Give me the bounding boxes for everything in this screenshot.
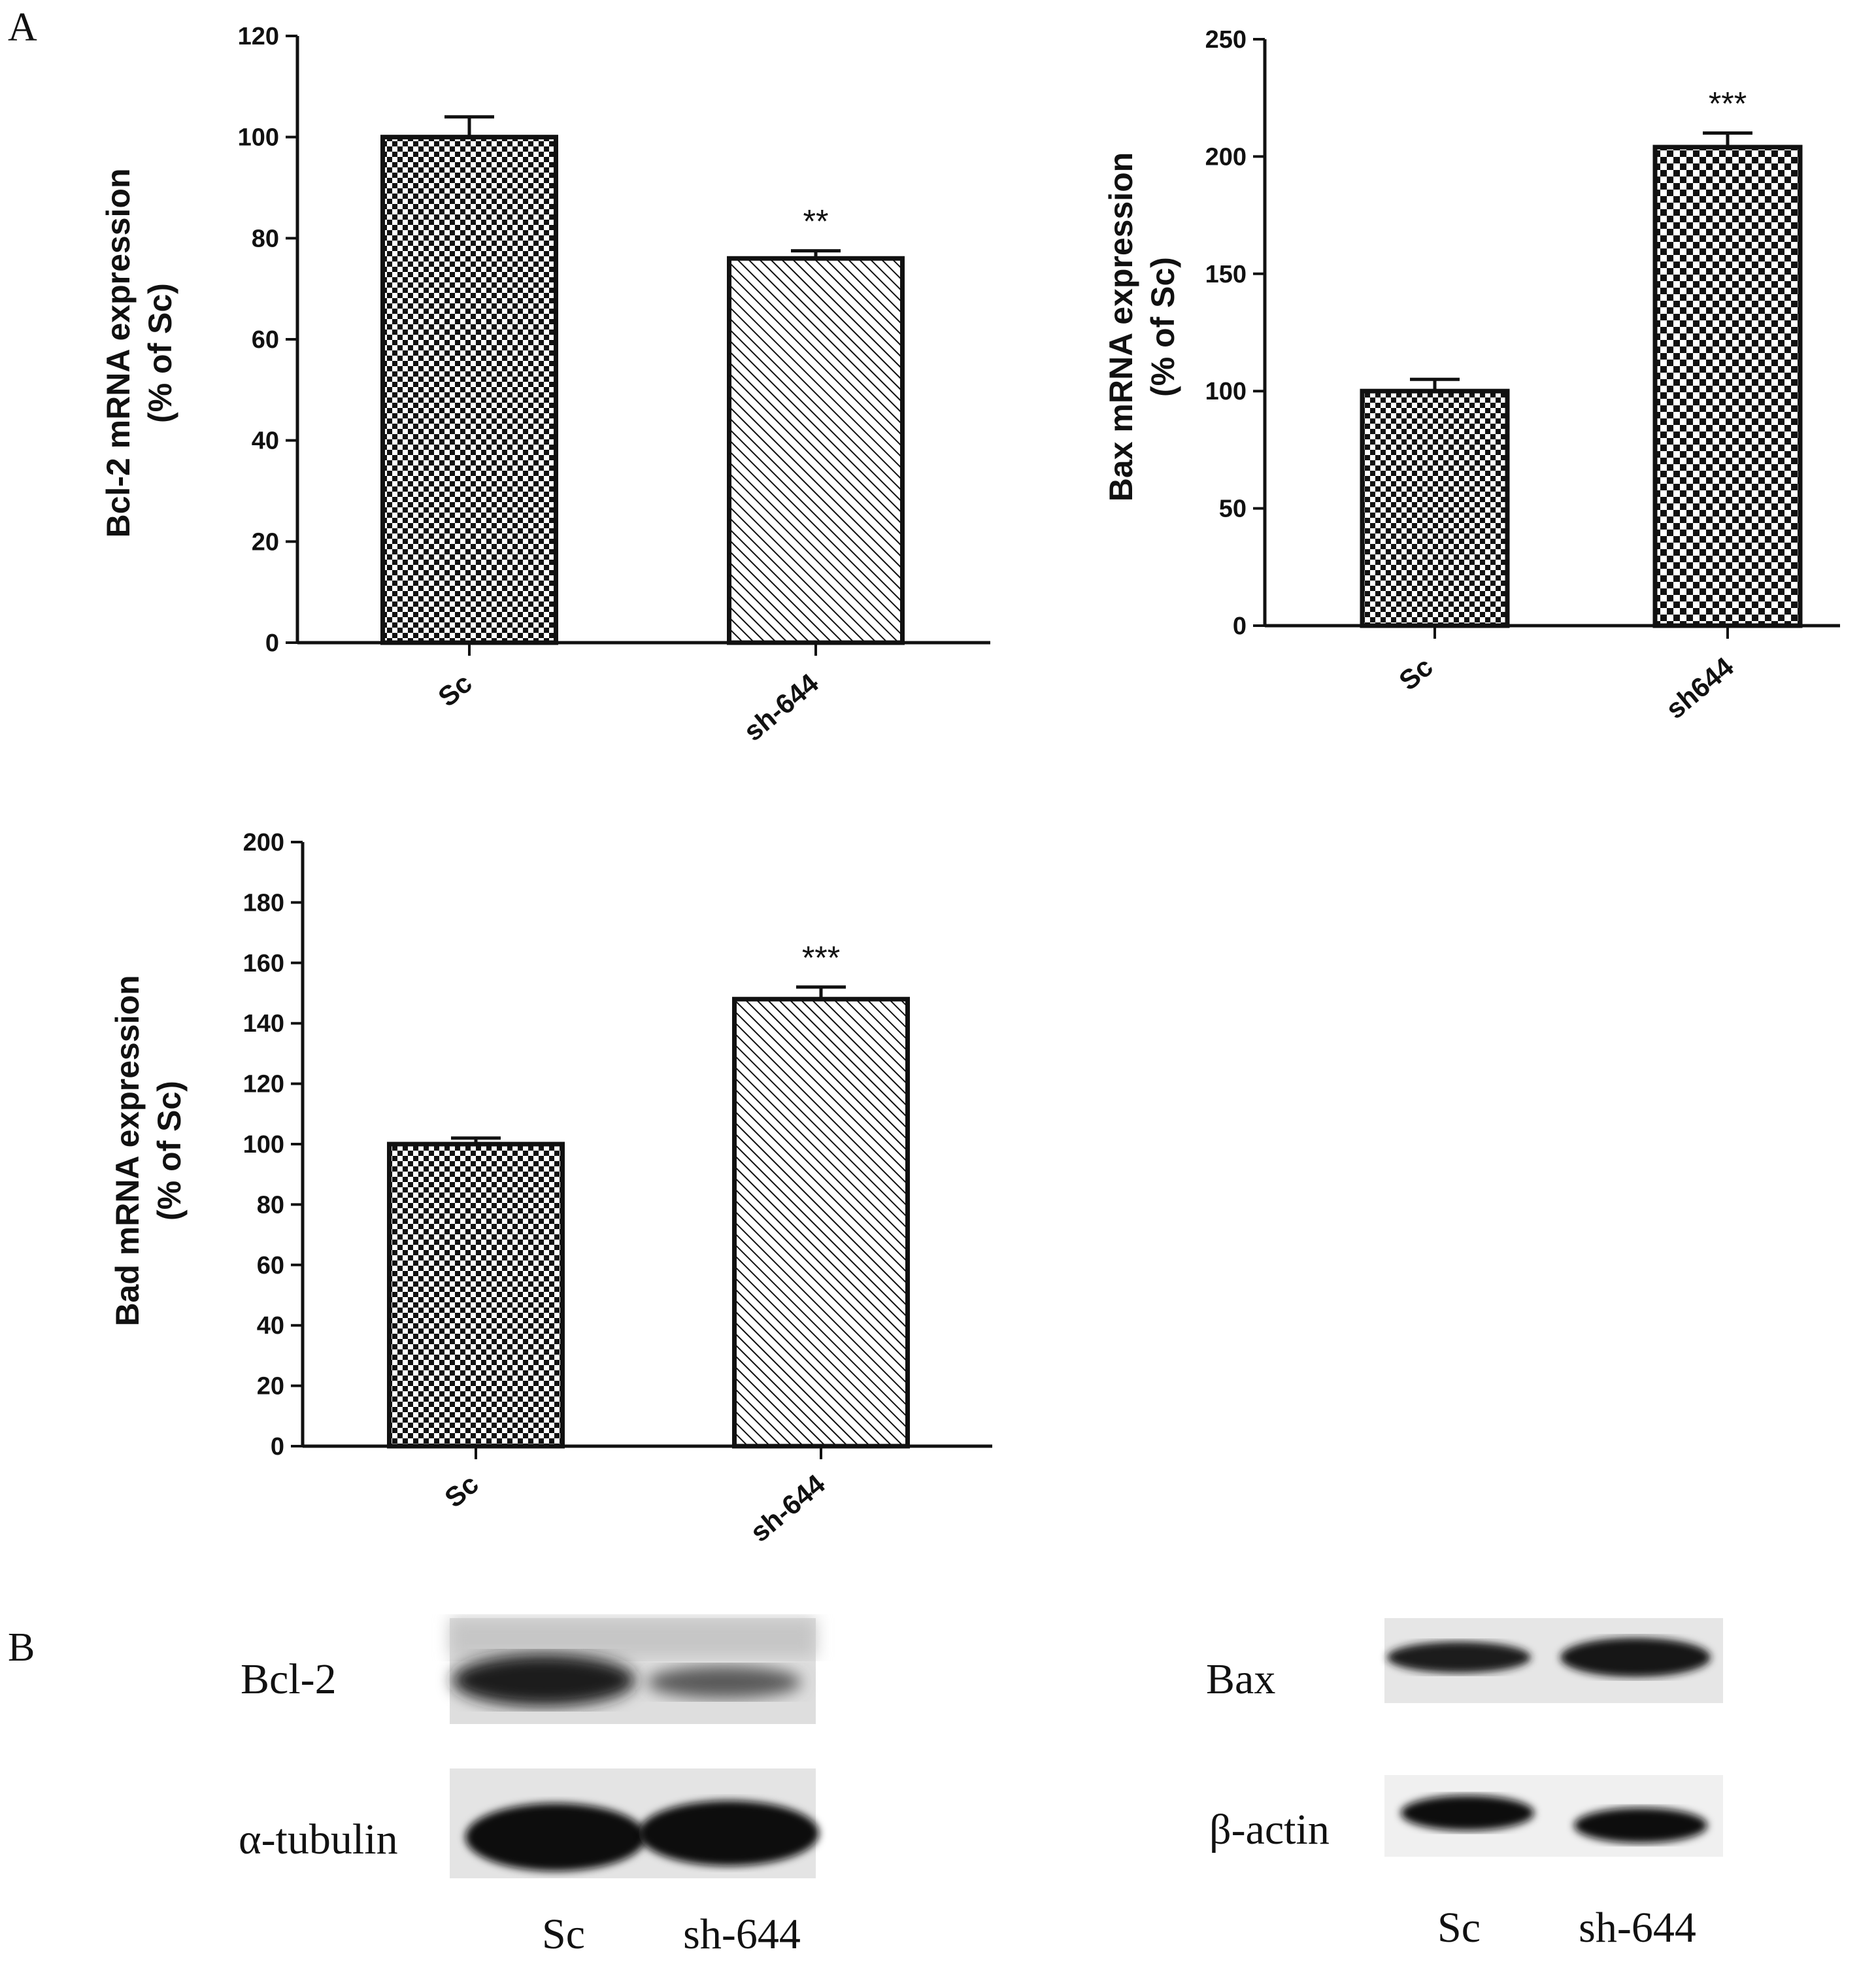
y-label-line-1: Bad mRNA expression <box>109 975 146 1326</box>
bars: ** <box>380 115 905 656</box>
blot-label-bcl2: Bcl-2 <box>241 1655 337 1703</box>
bar-sc <box>1360 388 1510 628</box>
y-tick-label: 180 <box>243 889 284 917</box>
significance-marker: *** <box>802 939 840 976</box>
blot-right: Bax β-actin Sc sh-644 <box>1206 1618 1723 1952</box>
category-label-sc: Sc <box>1393 651 1439 696</box>
y-tick-label: 0 <box>1233 613 1247 640</box>
y-tick-label: 40 <box>252 428 279 455</box>
y-tick-label: 140 <box>243 1010 284 1038</box>
category-label-sh644: sh-644 <box>738 667 825 747</box>
y-tick-label: 0 <box>271 1433 284 1461</box>
blot-image-beta-actin <box>1384 1775 1723 1857</box>
category-label-sc: Sc <box>432 668 478 713</box>
significance-marker: *** <box>1709 86 1747 122</box>
bar-sc <box>380 135 558 645</box>
y-tick-label: 120 <box>238 23 279 50</box>
y-tick-label: 80 <box>252 225 279 252</box>
y-tick-label: 50 <box>1219 496 1247 523</box>
blot-left: Bcl-2 α-tubulin Sc sh-644 <box>239 1618 819 1958</box>
lane-label-sc: Sc <box>1437 1904 1481 1952</box>
blot-image-bcl2 <box>450 1618 816 1724</box>
y-tick-label: 0 <box>265 630 279 657</box>
chart-bax: Bax mRNA expression (% of Sc) 0 50 100 150 2… <box>1103 26 1840 724</box>
category-label-sh644: sh644 <box>1660 651 1739 724</box>
y-tick-label: 60 <box>257 1252 284 1279</box>
y-ticks: 0 50 100 150 200 250 <box>1205 26 1265 640</box>
y-tick-label: 60 <box>252 326 279 354</box>
y-label-line-2: (% of Sc) <box>1145 257 1181 397</box>
chart-bcl2: Bcl-2 mRNA expression (% of Sc) 0 20 40 60 8… <box>100 23 990 747</box>
y-ticks: 0 20 40 60 80 100 120 <box>238 23 297 657</box>
y-label-line-1: Bcl-2 mRNA expression <box>100 169 137 538</box>
y-tick-label: 20 <box>257 1373 284 1400</box>
lane-label-sh644: sh-644 <box>683 1910 801 1958</box>
bar-sh644 <box>1652 144 1803 628</box>
y-ticks: 0 20 40 60 80 100 120 140 160 180 200 <box>243 829 303 1461</box>
blot-label-beta-actin: β-actin <box>1209 1806 1330 1853</box>
y-tick-label: 100 <box>1205 378 1247 405</box>
y-tick-label: 40 <box>257 1312 284 1340</box>
category-label-sc: Sc <box>439 1468 484 1514</box>
lane-label-sh644: sh-644 <box>1579 1904 1696 1952</box>
panel-label-a: A <box>8 5 37 50</box>
y-tick-label: 100 <box>238 124 279 152</box>
y-tick-label: 20 <box>252 528 279 556</box>
chart-bad: Bad mRNA expression (% of Sc) 0 20 40 60 80 1… <box>109 829 992 1548</box>
bars: *** <box>1360 86 1803 639</box>
y-tick-label: 80 <box>257 1191 284 1219</box>
y-tick-label: 200 <box>1205 143 1247 171</box>
bar-sh-644 <box>727 256 905 645</box>
panel-label-b: B <box>8 1625 35 1670</box>
lane-label-sc: Sc <box>542 1910 585 1958</box>
bar-sc <box>387 1142 565 1449</box>
y-label-line-2: (% of Sc) <box>151 1081 188 1221</box>
category-label-sh644: sh-644 <box>745 1468 831 1548</box>
significance-marker: ** <box>803 203 829 240</box>
y-tick-label: 100 <box>243 1131 284 1159</box>
y-label-line-1: Bax mRNA expression <box>1103 152 1139 501</box>
bar-sh-644 <box>732 996 910 1449</box>
y-tick-label: 120 <box>243 1071 284 1098</box>
y-tick-label: 250 <box>1205 26 1247 54</box>
bars: *** <box>387 939 910 1459</box>
y-tick-label: 160 <box>243 950 284 977</box>
blot-image-alpha-tubulin <box>450 1768 819 1878</box>
y-tick-label: 200 <box>243 829 284 856</box>
y-label-line-2: (% of Sc) <box>142 283 178 423</box>
blot-image-bax <box>1384 1618 1723 1703</box>
y-tick-label: 150 <box>1205 261 1247 288</box>
blot-label-alpha-tubulin: α-tubulin <box>239 1816 398 1863</box>
blot-label-bax: Bax <box>1206 1655 1275 1703</box>
